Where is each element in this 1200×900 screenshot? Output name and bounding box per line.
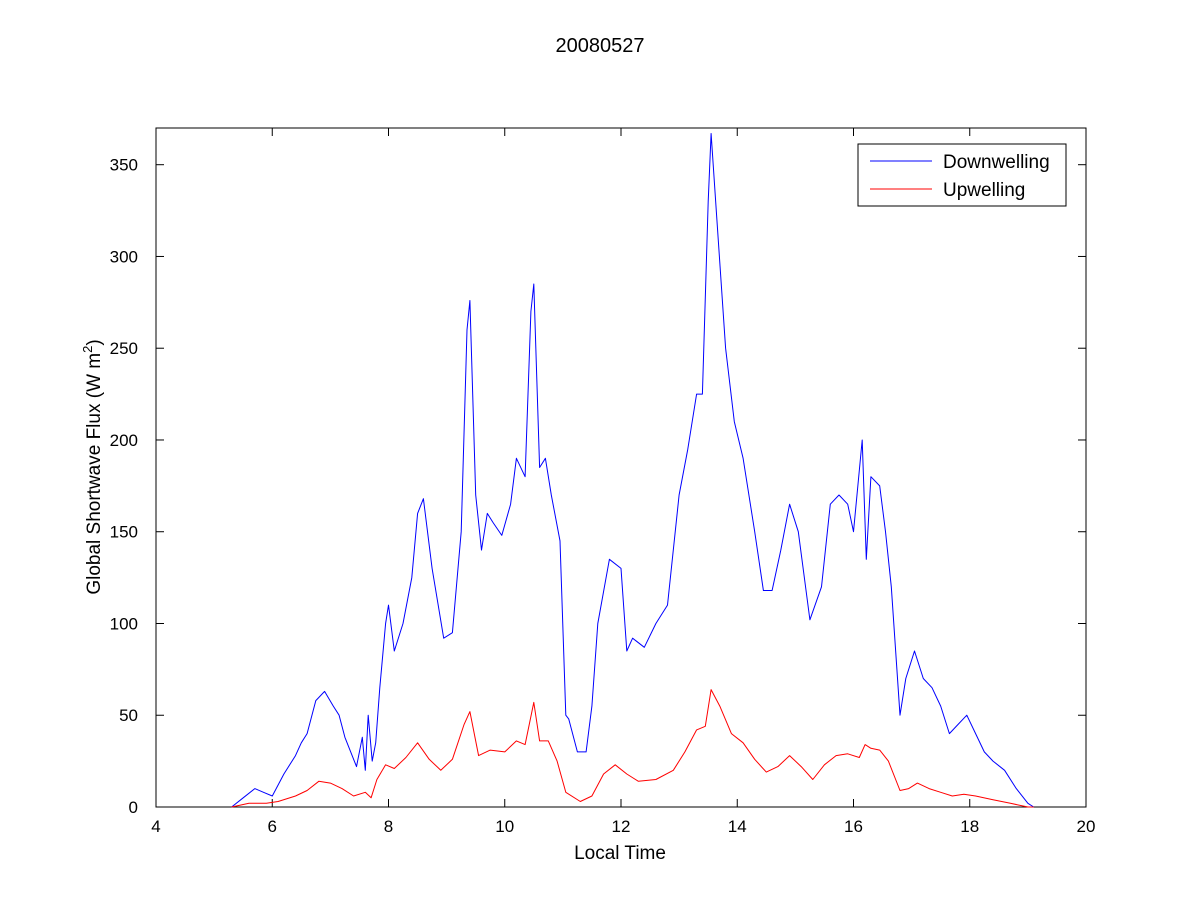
x-tick-label: 4 — [151, 817, 160, 836]
series-line-upwelling — [231, 689, 1034, 808]
x-tick-label: 6 — [268, 817, 277, 836]
x-tick-label: 16 — [844, 817, 863, 836]
y-axis-title-superscript: 2 — [80, 346, 95, 353]
y-axis-title: Global Shortwave Flux (W m2) — [80, 339, 105, 594]
legend-items: Downwelling Upwelling — [870, 152, 1050, 201]
x-tick-label: 10 — [495, 817, 514, 836]
y-axis-title-main: Global Shortwave Flux (W m — [84, 353, 105, 595]
plot-area — [155, 127, 1087, 808]
x-tick-label: 14 — [728, 817, 747, 836]
x-axis-title: Local Time — [574, 843, 666, 864]
legend-label-upwelling: Upwelling — [943, 180, 1025, 201]
y-tick-label: 100 — [110, 614, 138, 633]
x-tick-label: 20 — [1077, 817, 1096, 836]
y-tick-label: 150 — [110, 523, 138, 542]
series-line-downwelling — [231, 133, 1034, 808]
y-tick-label: 200 — [110, 431, 138, 450]
legend: Downwelling Upwelling — [857, 143, 1067, 207]
legend-label-downwelling: Downwelling — [943, 152, 1050, 173]
y-tick-label: 0 — [129, 798, 138, 817]
y-axis-title-close: ) — [84, 339, 105, 345]
chart-title: 20080527 — [556, 35, 645, 57]
x-tick-label: 12 — [612, 817, 631, 836]
x-tick-label: 18 — [960, 817, 979, 836]
series-layer — [231, 133, 1034, 808]
y-tick-label: 50 — [119, 706, 138, 725]
y-tick-label: 350 — [110, 156, 138, 175]
legend-box — [857, 143, 1067, 207]
x-tick-label: 8 — [384, 817, 393, 836]
y-tick-label: 250 — [110, 339, 138, 358]
y-tick-label: 300 — [110, 247, 138, 266]
